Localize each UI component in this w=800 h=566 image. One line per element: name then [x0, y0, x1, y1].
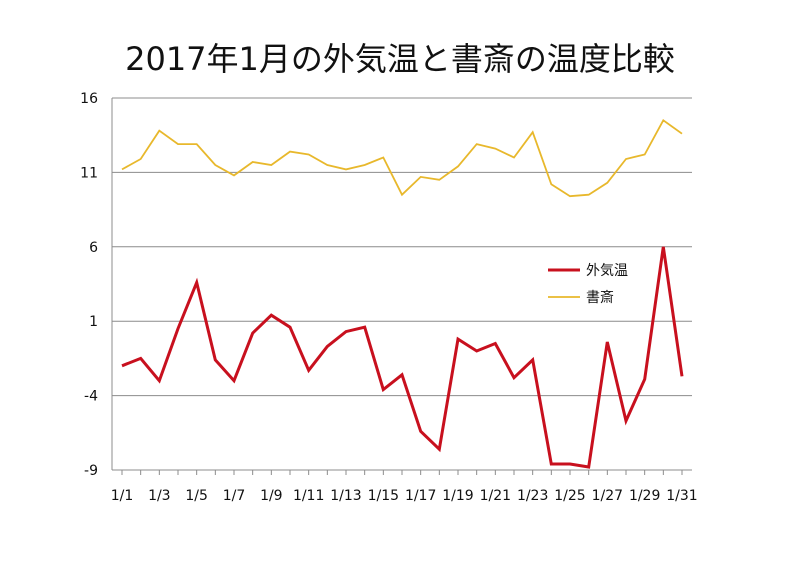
x-tick-label: 1/25 [554, 488, 585, 504]
x-tick-label: 1/7 [223, 488, 246, 504]
x-tick-label: 1/1 [111, 488, 134, 504]
y-tick-label: 16 [80, 91, 98, 107]
series-lines [121, 118, 684, 469]
y-tick-label: -9 [84, 463, 98, 479]
x-tick-label: 1/5 [185, 488, 208, 504]
series-line-study [121, 118, 683, 198]
x-tick-label: 1/23 [517, 488, 548, 504]
x-tick-label: 1/15 [368, 488, 399, 504]
y-tick-label: 6 [89, 240, 98, 256]
x-tick-label: 1/29 [629, 488, 660, 504]
chart-title: 2017年1月の外気温と書斎の温度比較 [125, 40, 675, 78]
x-tick-label: 1/19 [442, 488, 473, 504]
x-tick-label: 1/11 [293, 488, 324, 504]
series-line-outdoor [121, 246, 684, 469]
axes: 16 11 6 1 -4 -9 1/1 1/3 1/5 1/7 1/9 1/11 1/13 1/15 1/1… [80, 91, 698, 504]
y-tick-label: 11 [80, 165, 98, 181]
x-tick-label: 1/17 [405, 488, 436, 504]
legend-label: 外気温 [586, 263, 628, 279]
y-tick-label: -4 [84, 389, 98, 405]
legend-label: 書斎 [586, 289, 614, 306]
x-tick-label: 1/27 [592, 488, 623, 504]
x-tick-label: 1/9 [260, 488, 283, 504]
x-tick-label: 1/21 [480, 488, 511, 504]
x-tick-label: 1/31 [666, 488, 697, 504]
y-tick-label: 1 [89, 314, 98, 330]
x-tick-label: 1/3 [148, 488, 171, 504]
x-tick-label: 1/13 [330, 488, 361, 504]
gridlines [112, 97, 692, 397]
